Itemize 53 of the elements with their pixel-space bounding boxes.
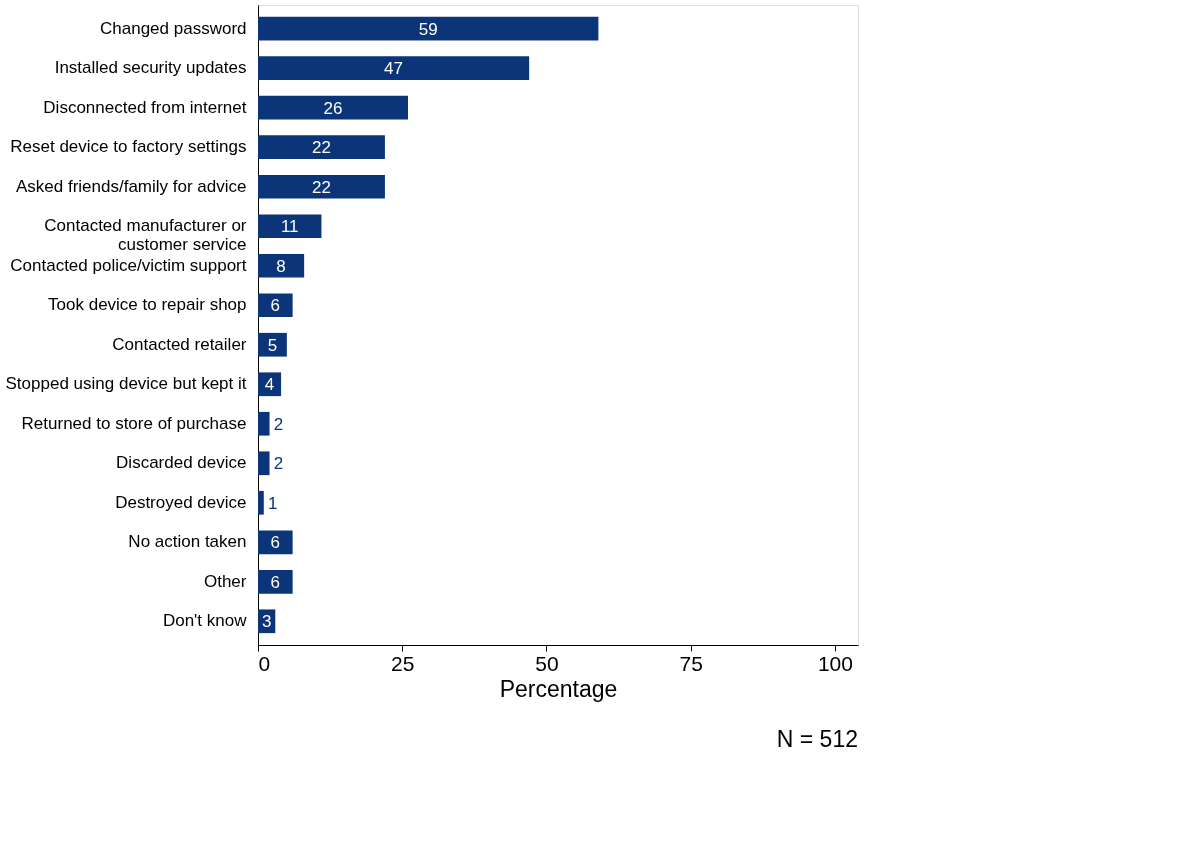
x-axis-title: Percentage [499, 675, 618, 702]
y-tick-label: Contacted retailer [112, 334, 247, 354]
bar [258, 95, 408, 120]
data-label: 4 [264, 375, 275, 395]
data-label: 26 [323, 98, 343, 118]
bar [258, 253, 305, 278]
bar [258, 411, 270, 436]
data-label: 8 [276, 256, 286, 276]
x-tick-label: 50 [535, 651, 559, 675]
data-label: 6 [270, 533, 281, 553]
bar [258, 135, 385, 160]
bar [258, 490, 264, 515]
y-tick-label: Asked friends/family for advice [15, 176, 247, 196]
y-tick-label: No action taken [128, 532, 247, 552]
data-label: 59 [418, 19, 438, 39]
x-tick-label: 25 [391, 651, 415, 675]
data-label: 3 [261, 612, 272, 632]
y-tick-label: Disconnected from internet [43, 97, 247, 117]
y-tick-label: Discarded device [116, 453, 247, 473]
bar [258, 451, 270, 476]
y-tick-label: Took device to repair shop [48, 295, 247, 315]
y-tick-label: Other [203, 571, 247, 591]
data-label: 47 [384, 59, 404, 79]
data-label: 22 [312, 138, 331, 158]
data-label: 5 [267, 335, 278, 355]
bar [258, 16, 599, 41]
x-tick-label: 0 [258, 651, 271, 675]
data-label: 6 [270, 572, 281, 592]
text: N = 512 [776, 726, 858, 752]
y-tick-label: Contacted police/victim support [10, 255, 247, 275]
y-tick-label: Contacted manufacturer or customer service [44, 216, 247, 255]
y-tick-label: Reset device to factory settings [10, 137, 247, 157]
y-tick-label: Destroyed device [115, 492, 247, 512]
y-tick-label: Returned to store of purchase [21, 413, 247, 433]
bar [258, 56, 530, 81]
data-label: 6 [270, 296, 281, 316]
y-tick-label: Don't know [162, 611, 248, 631]
y-tick-label: Stopped using device but kept it [5, 374, 247, 394]
y-tick-label: Changed password [100, 18, 247, 38]
x-tick-label: 100 [817, 651, 853, 675]
bar [258, 293, 293, 318]
bar [258, 332, 287, 357]
data-label: 11 [280, 217, 299, 237]
y-tick-label: Installed security updates [54, 58, 247, 78]
data-label: 2 [273, 454, 284, 474]
data-label: 22 [312, 177, 331, 197]
x-tick-label: 75 [679, 651, 703, 675]
data-label: 2 [273, 414, 284, 434]
bar [258, 174, 385, 199]
bar [258, 530, 293, 555]
bar [258, 214, 322, 239]
data-label: 1 [268, 493, 278, 513]
bar [258, 569, 293, 594]
